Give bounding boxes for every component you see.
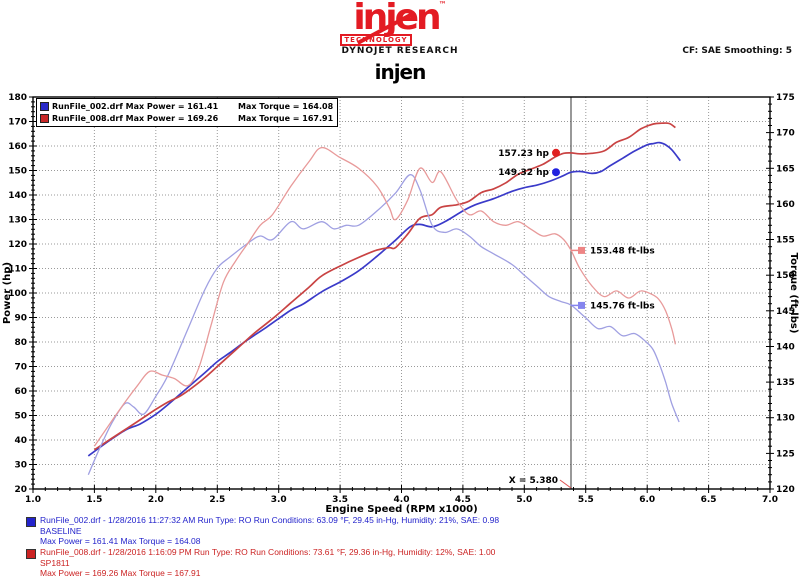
chart-legend: RunFile_002.drf Max Power = 161.41 Max T… — [36, 98, 339, 127]
run1-name: BASELINE — [40, 525, 82, 536]
svg-text:150: 150 — [8, 167, 27, 177]
legend-row-sp1811: RunFile_008.drf Max Power = 169.26 Max T… — [40, 112, 333, 124]
svg-text:160: 160 — [8, 142, 27, 152]
svg-text:130: 130 — [8, 216, 27, 226]
injen-logo: injen™ TECHNOLOGY — [0, 0, 800, 55]
chart-grid — [33, 97, 770, 489]
torque-marker-square — [578, 246, 585, 254]
svg-text:90: 90 — [14, 314, 27, 324]
svg-text:40: 40 — [14, 436, 27, 446]
cursor-annotations: 157.23 hp 149.32 hp 153.48 ft-lbs 145.76 ft… — [498, 148, 655, 489]
svg-text:180: 180 — [8, 93, 27, 103]
power-marker-dot — [552, 168, 560, 177]
svg-text:140: 140 — [776, 343, 795, 353]
x-axis-title: Engine Speed (RPM x1000) — [325, 504, 477, 514]
legend-run-torque-label: Max Torque = 164.08 — [238, 101, 334, 111]
run2-max-values: Max Power = 169.26 Max Torque = 167.91 — [40, 568, 201, 578]
svg-text:7.0: 7.0 — [762, 495, 778, 505]
run2-conditions: RunFile_008.drf - 1/28/2016 1:16:09 PM R… — [40, 547, 496, 557]
svg-text:120: 120 — [776, 485, 795, 495]
injen-logo-subtext: TECHNOLOGY — [340, 34, 412, 46]
svg-text:110: 110 — [8, 265, 27, 275]
svg-text:4.5: 4.5 — [455, 495, 471, 505]
svg-text:145.76 ft-lbs: 145.76 ft-lbs — [590, 301, 655, 311]
svg-text:165: 165 — [776, 164, 795, 174]
svg-text:4.0: 4.0 — [394, 495, 410, 505]
svg-text:20: 20 — [14, 485, 27, 495]
curve-power-baseline — [87, 141, 681, 457]
svg-text:3.5: 3.5 — [332, 495, 348, 505]
svg-text:5.5: 5.5 — [578, 495, 594, 505]
svg-text:50: 50 — [14, 412, 27, 422]
svg-text:3.0: 3.0 — [271, 495, 287, 505]
svg-text:70: 70 — [14, 363, 27, 373]
svg-text:5.0: 5.0 — [516, 495, 532, 505]
dyno-chart: 1.0 1.5 2.0 2.5 3.0 3.5 4.0 4.5 5.0 5.5 6.0 6.5 7.0 2… — [2, 93, 799, 514]
power-marker-dot — [552, 148, 560, 157]
svg-text:6.0: 6.0 — [639, 495, 655, 505]
legend-run-torque-label: Max Torque = 167.91 — [238, 113, 334, 123]
run2-name: SP1811 — [40, 557, 70, 568]
svg-text:175: 175 — [776, 93, 795, 103]
svg-text:150: 150 — [776, 271, 795, 281]
svg-text:170: 170 — [8, 118, 27, 128]
svg-text:135: 135 — [776, 378, 795, 388]
svg-text:6.5: 6.5 — [701, 495, 717, 505]
cursor-x-label: X = 5.380 — [509, 476, 558, 486]
torque-marker-square — [578, 301, 585, 309]
run-info-baseline: RunFile_002.drf - 1/28/2016 11:27:32 AM … — [24, 515, 499, 547]
svg-text:130: 130 — [776, 414, 795, 424]
run-bullet-red — [26, 549, 36, 559]
svg-text:155: 155 — [776, 236, 795, 246]
curve-torque-sp1811 — [93, 146, 677, 447]
legend-run-power-label: RunFile_002.drf Max Power = 161.41 — [52, 101, 219, 111]
legend-row-baseline: RunFile_002.drf Max Power = 161.41 Max T… — [40, 100, 333, 112]
svg-text:120: 120 — [8, 240, 27, 250]
curve-power-sp1811 — [93, 122, 676, 451]
svg-text:60: 60 — [14, 387, 27, 397]
injen-logo-text: injen — [353, 0, 441, 38]
run1-conditions: RunFile_002.drf - 1/28/2016 11:27:32 AM … — [40, 515, 500, 525]
svg-text:2.5: 2.5 — [209, 495, 225, 505]
graph-title: injen — [374, 60, 427, 84]
svg-text:2.0: 2.0 — [148, 495, 164, 505]
dynojet-brand-label: DYNOJET RESEARCH — [341, 46, 459, 56]
right-axis-title: Torque (ft-lbs) — [788, 253, 799, 334]
left-axis-title: Power (hp) — [2, 262, 13, 324]
axis-tick-labels: 1.0 1.5 2.0 2.5 3.0 3.5 4.0 4.5 5.0 5.5 6.0 6.5 7.0 2… — [8, 93, 795, 505]
svg-text:80: 80 — [14, 338, 27, 348]
svg-text:125: 125 — [776, 449, 795, 459]
chart-curves — [87, 122, 681, 475]
svg-text:1.5: 1.5 — [86, 495, 102, 505]
axis-ticks — [29, 96, 774, 493]
run-info-sp1811: RunFile_008.drf - 1/28/2016 1:16:09 PM R… — [24, 547, 495, 579]
legend-run-power-label: RunFile_008.drf Max Power = 169.26 — [52, 113, 219, 123]
run-bullet-blue — [26, 517, 36, 527]
svg-text:160: 160 — [776, 200, 795, 210]
run1-max-values: Max Power = 161.41 Max Torque = 164.08 — [40, 536, 201, 546]
svg-text:145: 145 — [776, 307, 795, 317]
svg-text:149.32 hp: 149.32 hp — [498, 168, 549, 178]
correction-smoothing-label: CF: SAE Smoothing: 5 — [682, 46, 792, 56]
legend-marker-blue — [40, 101, 49, 111]
svg-text:100: 100 — [8, 289, 27, 299]
trademark-symbol: ™ — [438, 0, 447, 9]
svg-text:153.48 ft-lbs: 153.48 ft-lbs — [590, 246, 655, 256]
svg-text:30: 30 — [14, 461, 27, 471]
svg-text:1.0: 1.0 — [25, 495, 41, 505]
svg-text:140: 140 — [8, 191, 27, 201]
svg-text:170: 170 — [776, 129, 795, 139]
svg-text:157.23 hp: 157.23 hp — [498, 149, 549, 159]
legend-marker-red — [40, 113, 49, 123]
curve-torque-baseline — [87, 174, 680, 475]
